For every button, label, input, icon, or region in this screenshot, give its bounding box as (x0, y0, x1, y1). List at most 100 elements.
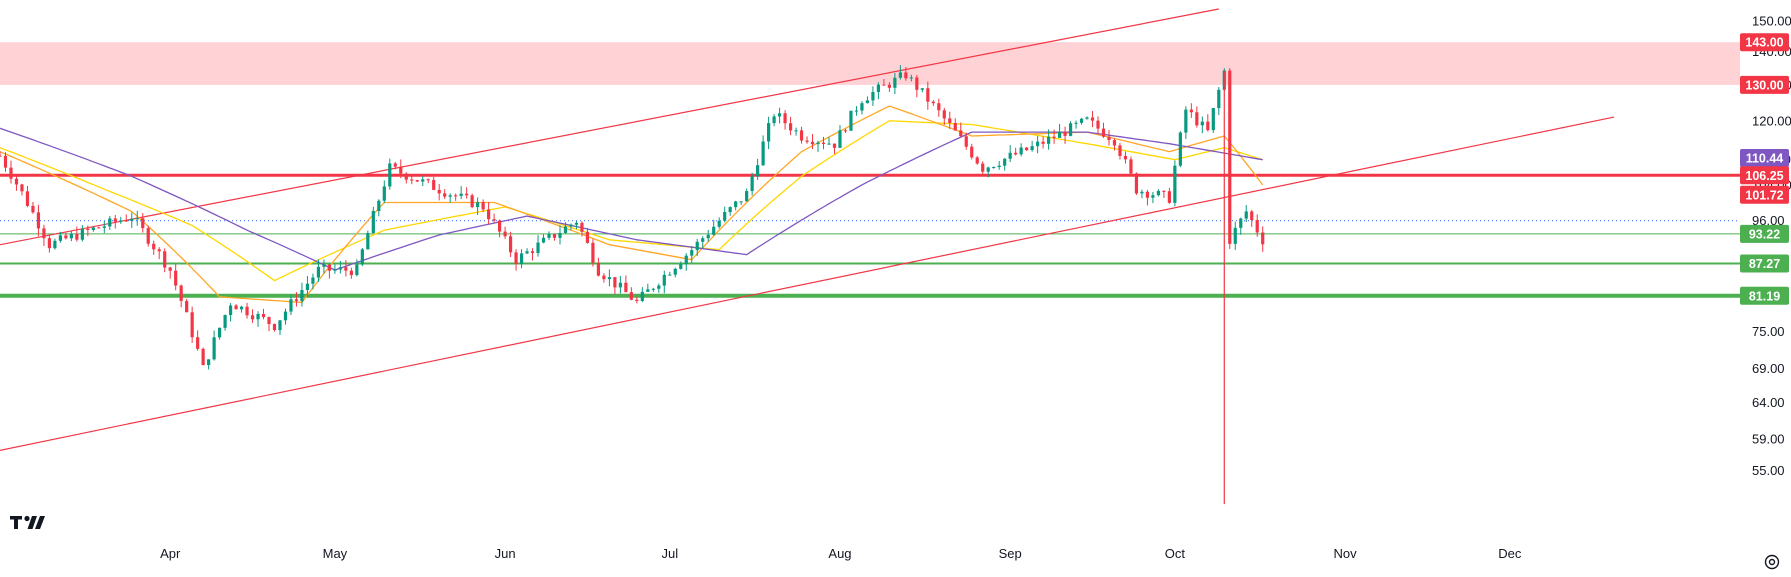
candle (580, 221, 584, 237)
candle (992, 166, 996, 169)
candle (1134, 172, 1139, 195)
candle (476, 197, 480, 215)
candle (119, 216, 123, 224)
candle-body (3, 155, 8, 168)
candle-body (783, 113, 787, 124)
candle (585, 227, 590, 244)
candle-body (36, 212, 41, 229)
candle-body (970, 146, 974, 158)
candle (1189, 103, 1193, 118)
candle-body (662, 274, 666, 286)
candle (432, 176, 436, 191)
candle-body (706, 234, 710, 239)
candle-body (668, 274, 672, 276)
candle (80, 224, 84, 242)
candle (997, 160, 1001, 170)
candle-body (1178, 132, 1182, 166)
candle (86, 225, 90, 237)
candle-body (563, 226, 568, 234)
candle-body (635, 299, 639, 301)
moving-average-line (0, 105, 1264, 304)
candle-body (207, 359, 211, 366)
candle (311, 273, 315, 290)
price-badge-label: 143.00 (1745, 36, 1783, 50)
candle (371, 206, 375, 234)
candle (0, 151, 2, 157)
y-tick-label: 64.00 (1752, 395, 1785, 410)
candle (942, 107, 946, 126)
candle-body (953, 122, 957, 131)
candle-body (487, 209, 491, 220)
candle-body (338, 267, 342, 270)
candle-body (53, 240, 57, 249)
candle-body (525, 251, 529, 254)
candle-body (986, 167, 990, 172)
candle (937, 98, 941, 117)
candle-body (124, 220, 128, 222)
candle-body (256, 313, 260, 320)
candle (168, 266, 172, 279)
candle (228, 303, 233, 322)
candle-body (728, 207, 732, 213)
candle-body (437, 189, 441, 194)
candle-body (47, 238, 52, 249)
candle (519, 249, 524, 269)
candle-body (1134, 173, 1139, 194)
candle-body (1151, 195, 1155, 198)
candle (1162, 190, 1166, 198)
candle (563, 222, 568, 234)
candle (316, 259, 321, 282)
candle-body (382, 186, 386, 201)
candle-body (289, 299, 293, 312)
candle (920, 88, 924, 93)
candle-body (1014, 152, 1018, 155)
time-axis[interactable]: Apr May Jun Jul Aug Sep Oct Nov Dec (160, 546, 1522, 561)
price-badge-bg (1740, 148, 1789, 167)
candle (141, 213, 145, 233)
candle (415, 179, 419, 183)
candle-body (1052, 136, 1056, 138)
candle (1123, 151, 1128, 164)
candle (102, 220, 106, 234)
candle-body (130, 218, 134, 221)
candle (717, 217, 721, 229)
candle (1057, 123, 1062, 138)
y-tick-label: 55.00 (1752, 463, 1785, 478)
candle-body (959, 130, 963, 137)
candle-body (349, 270, 353, 276)
candle-body (1118, 145, 1122, 156)
candle-body (739, 201, 743, 203)
candle (1167, 187, 1171, 204)
candle-body (827, 143, 831, 145)
candle-body (821, 142, 826, 145)
candle (959, 122, 963, 138)
candle (459, 186, 463, 199)
candle (602, 273, 606, 283)
candle (695, 238, 699, 257)
gear-icon[interactable] (1763, 553, 1781, 571)
candle (1206, 114, 1210, 132)
candle-body (14, 178, 19, 185)
candle-body (75, 233, 79, 240)
candle (388, 158, 392, 190)
candle (113, 214, 117, 229)
candle (421, 175, 425, 187)
candle (443, 189, 447, 199)
candle (882, 79, 886, 86)
candle-body (228, 305, 233, 316)
candle (338, 260, 342, 274)
candle (355, 259, 359, 277)
candle-body (1074, 122, 1078, 124)
y-tick-label: 150.00 (1752, 13, 1791, 28)
candle (196, 330, 200, 351)
candle (1052, 129, 1056, 144)
candle-body (1036, 141, 1040, 147)
candle (36, 204, 41, 237)
candle-body (0, 155, 2, 157)
candle-body (239, 306, 244, 310)
candle-body (355, 264, 359, 276)
price-badge: 130.00 (1740, 75, 1789, 94)
candle-body (1255, 219, 1259, 233)
candle-body (196, 337, 200, 349)
